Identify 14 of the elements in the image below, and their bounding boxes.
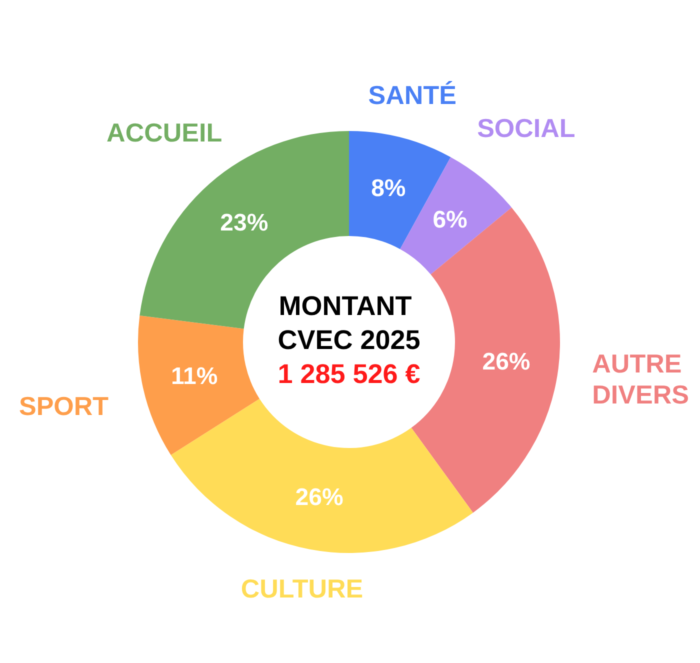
slice-label: SOCIAL — [477, 112, 576, 143]
data-label: 26% — [295, 484, 344, 512]
data-label: 6% — [432, 206, 468, 234]
slice-label: SANTÉ — [368, 80, 456, 110]
slice-label: SPORT — [18, 390, 109, 421]
data-label: 8% — [371, 174, 406, 202]
slice-label: CULTURE — [240, 573, 364, 604]
slice-label: ACCUEIL — [106, 118, 222, 148]
data-label: 23% — [220, 210, 268, 237]
text: 1 285 526 € — [278, 359, 420, 389]
slice-label: AUTRE DIVERS — [592, 348, 689, 410]
data-label: 11% — [170, 363, 218, 390]
text: MONTANT CVEC 2025 — [278, 291, 420, 355]
data-label: 26% — [482, 348, 530, 376]
